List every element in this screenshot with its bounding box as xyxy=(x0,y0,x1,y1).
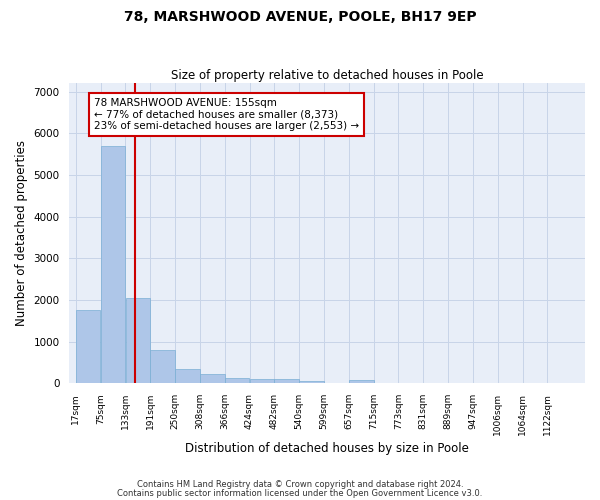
Text: 78 MARSHWOOD AVENUE: 155sqm
← 77% of detached houses are smaller (8,373)
23% of : 78 MARSHWOOD AVENUE: 155sqm ← 77% of det… xyxy=(94,98,359,131)
Bar xyxy=(150,350,175,383)
Text: 78, MARSHWOOD AVENUE, POOLE, BH17 9EP: 78, MARSHWOOD AVENUE, POOLE, BH17 9EP xyxy=(124,10,476,24)
Bar xyxy=(175,368,200,383)
Bar xyxy=(274,378,299,383)
Text: Contains HM Land Registry data © Crown copyright and database right 2024.: Contains HM Land Registry data © Crown c… xyxy=(137,480,463,489)
X-axis label: Distribution of detached houses by size in Poole: Distribution of detached houses by size … xyxy=(185,442,469,455)
Bar xyxy=(76,310,100,383)
Title: Size of property relative to detached houses in Poole: Size of property relative to detached ho… xyxy=(171,69,484,82)
Text: Contains public sector information licensed under the Open Government Licence v3: Contains public sector information licen… xyxy=(118,490,482,498)
Bar xyxy=(299,381,324,383)
Bar xyxy=(250,378,274,383)
Bar xyxy=(225,378,250,383)
Bar xyxy=(200,374,224,383)
Y-axis label: Number of detached properties: Number of detached properties xyxy=(15,140,28,326)
Bar xyxy=(125,298,150,383)
Bar xyxy=(101,146,125,383)
Bar xyxy=(349,380,374,383)
